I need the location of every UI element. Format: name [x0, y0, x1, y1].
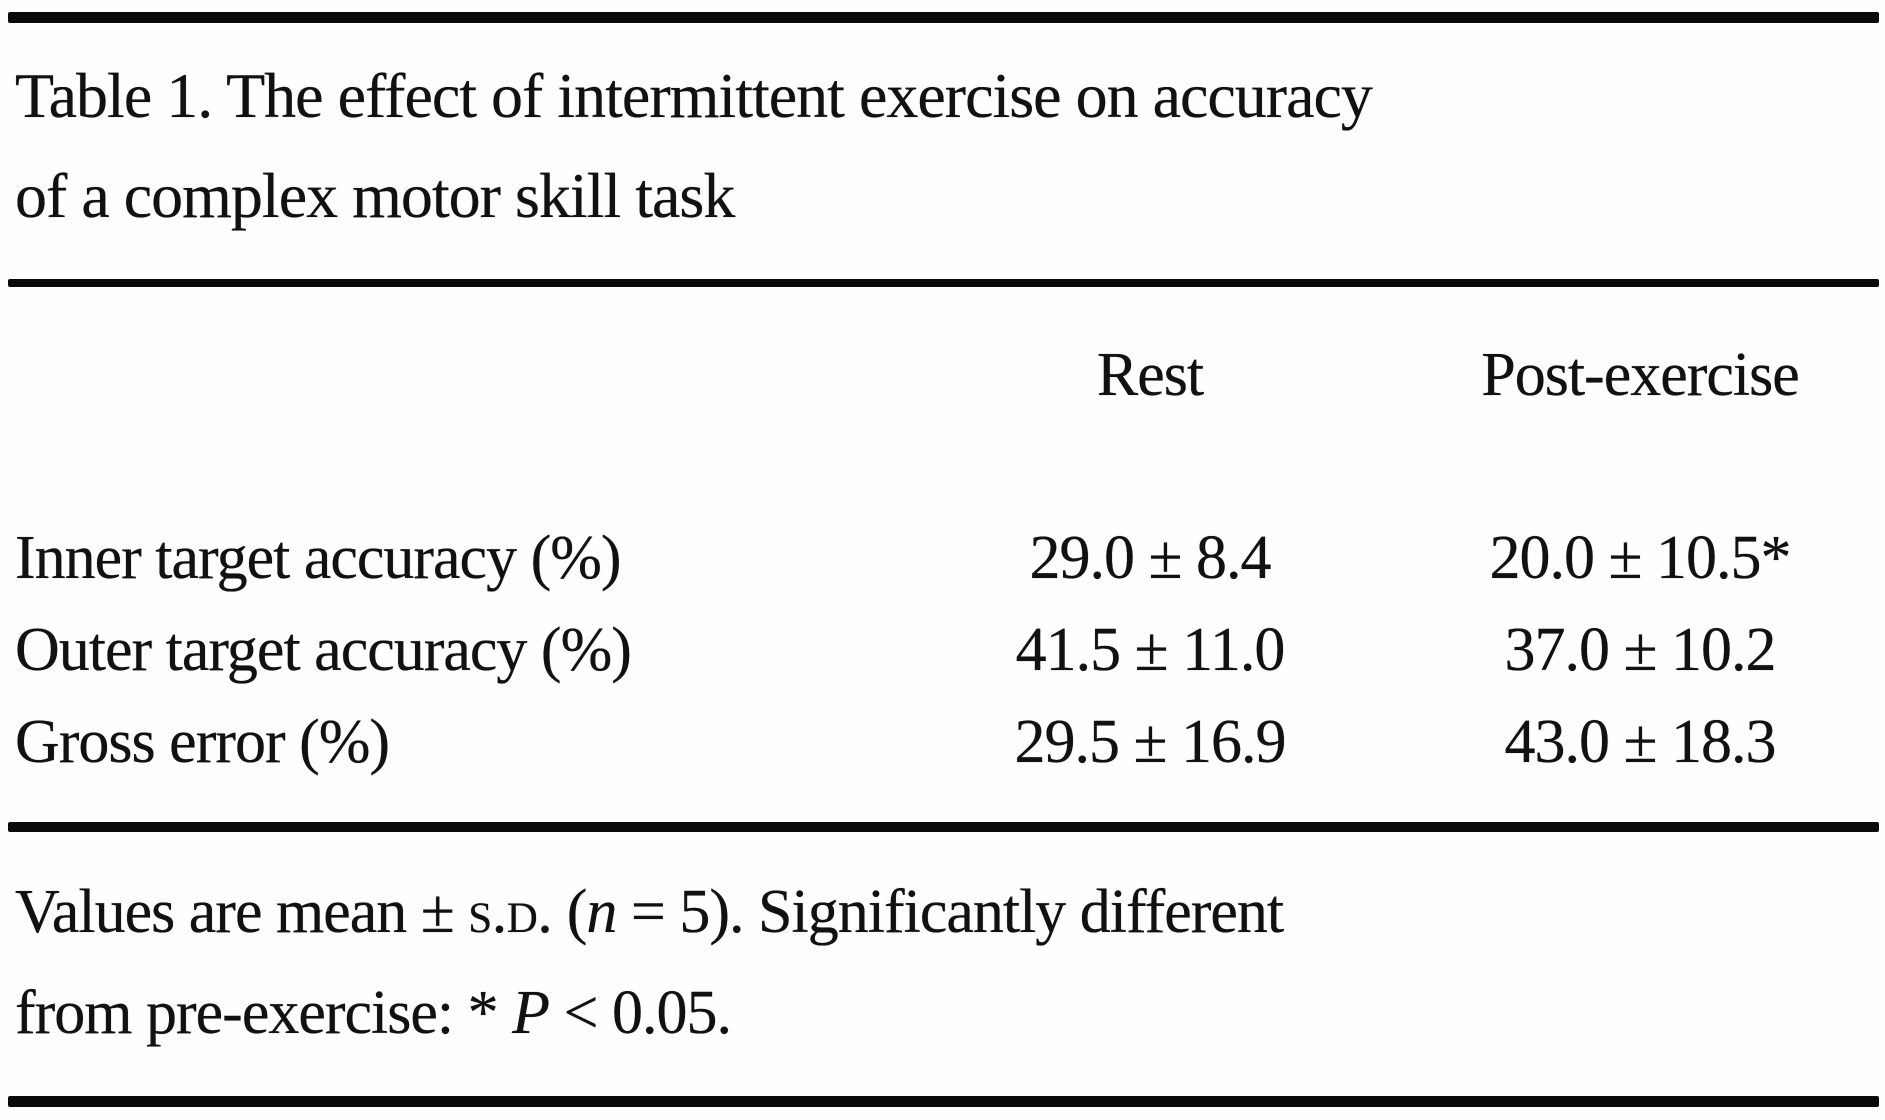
title-separator-rule — [8, 279, 1879, 287]
rest-value: 29.0 ± 8.4 — [1029, 524, 1271, 592]
footnote-text: < 0.05. — [549, 979, 732, 1047]
footnote-p-italic: P — [512, 979, 550, 1047]
rest-value: 29.5 ± 16.9 — [1014, 708, 1286, 776]
bottom-rule — [8, 1096, 1879, 1107]
table-row-inner-target: Inner target accuracy (%) 29.0 ± 8.4 20.… — [0, 512, 1885, 604]
row-label: Gross error (%) — [15, 708, 390, 776]
top-rule — [8, 12, 1879, 23]
row-label: Inner target accuracy (%) — [15, 524, 622, 592]
footnote-text: Values are mean ± — [15, 878, 469, 946]
table-title-line-1: Table 1. The effect of intermittent exer… — [15, 60, 1373, 131]
footnote-line-1: Values are mean ± s.d. (n = 5). Signific… — [15, 862, 1865, 963]
table-row-gross-error: Gross error (%) 29.5 ± 16.9 43.0 ± 18.3 — [0, 696, 1885, 788]
post-exercise-value: 37.0 ± 10.2 — [1504, 616, 1776, 684]
rest-value: 41.5 ± 11.0 — [1015, 616, 1286, 684]
footnote-sd-smallcaps: s.d. — [468, 878, 553, 946]
table-title: Table 1. The effect of intermittent exer… — [15, 46, 1865, 246]
footnote-line-2: from pre-exercise: * P < 0.05. — [15, 963, 1865, 1064]
footnote-n-italic: n — [586, 878, 617, 946]
body-separator-rule — [8, 822, 1879, 832]
column-header-rest: Rest — [1096, 341, 1204, 409]
table-title-line-2: of a complex motor skill task — [15, 160, 735, 231]
table-body: Inner target accuracy (%) 29.0 ± 8.4 20.… — [0, 512, 1885, 788]
table-row-outer-target: Outer target accuracy (%) 41.5 ± 11.0 37… — [0, 604, 1885, 696]
column-header-post-exercise: Post-exercise — [1481, 341, 1800, 409]
post-exercise-value: 20.0 ± 10.5* — [1489, 524, 1791, 592]
column-header-row: Rest Post-exercise — [0, 330, 1885, 420]
table-footnote: Values are mean ± s.d. (n = 5). Signific… — [15, 862, 1865, 1064]
post-exercise-value: 43.0 ± 18.3 — [1504, 708, 1776, 776]
footnote-text: ( — [552, 878, 588, 946]
footnote-text: = 5). Significantly different — [616, 878, 1284, 946]
row-label: Outer target accuracy (%) — [15, 616, 632, 684]
footnote-text: from pre-exercise: * — [15, 979, 513, 1047]
